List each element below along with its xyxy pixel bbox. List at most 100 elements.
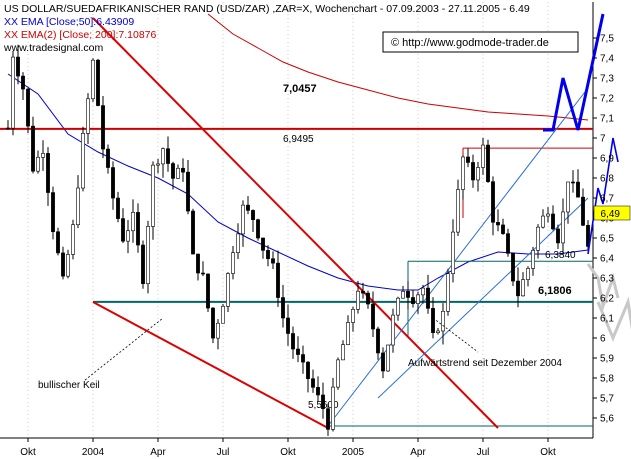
candle-body (521, 279, 525, 297)
level-label-6-9495: 6,9495 (283, 134, 314, 145)
candle-body (546, 213, 550, 217)
candle-body (181, 167, 185, 173)
annotation-wedge: bullischer Keil (38, 380, 100, 391)
candle-body (41, 153, 45, 158)
x-tick-label: Jul (217, 447, 230, 458)
candle-body (481, 144, 485, 168)
candle-body (156, 163, 160, 166)
y-tick-label: 6,3 (600, 274, 614, 285)
candle-body (571, 181, 575, 184)
candle-body (256, 219, 260, 239)
y-tick-label: 6,7 (600, 194, 614, 205)
last-price-box (593, 205, 631, 221)
candle-body (51, 192, 55, 233)
candle-body (166, 148, 170, 164)
x-tick-label: Okt (540, 447, 556, 458)
candle-body (281, 297, 285, 319)
candle-body (456, 189, 460, 233)
x-tick-label: Okt (280, 447, 296, 458)
legend-ema200: XX EMA(2) [Close; 200]:7.10876 (4, 29, 156, 41)
y-tick-label: 7,1 (600, 114, 614, 125)
y-tick-label: 5,8 (600, 374, 614, 385)
wedge-lower-line (92, 301, 329, 429)
candle-body (186, 171, 190, 212)
candle-body (196, 253, 200, 274)
y-tick-label: 6 (600, 334, 606, 345)
candle-body (471, 162, 475, 181)
candle-body (346, 322, 350, 345)
candle-body (421, 287, 425, 296)
candle-body (556, 228, 560, 244)
last-price-label: 6,49 (601, 209, 621, 220)
candle-body (566, 181, 570, 213)
candle-body (326, 408, 330, 430)
candle-body (431, 308, 435, 333)
level-label-6-1806: 6,1806 (538, 285, 572, 297)
candle-body (81, 133, 85, 189)
candle-body (331, 386, 335, 430)
candle-body (66, 254, 70, 277)
annotation-uptrend: Aufwärtstrend seit Dezember 2004 (408, 358, 562, 369)
candle-body (586, 224, 590, 247)
candle-body (126, 230, 130, 242)
candle-body (361, 290, 365, 294)
y-tick-label: 6,4 (600, 254, 614, 265)
candle-body (46, 153, 50, 193)
candle-body (311, 378, 315, 388)
x-tick-label: 2005 (342, 447, 365, 458)
candle-body (251, 210, 255, 220)
candle-body (11, 56, 15, 129)
candle-body (151, 164, 155, 227)
candle-body (16, 56, 20, 77)
y-tick-label: 5,9 (600, 354, 614, 365)
candle-body (386, 344, 390, 372)
candle-body (76, 187, 80, 226)
candle-body (96, 59, 100, 106)
candle-body (6, 127, 10, 130)
y-tick-label: 5,7 (600, 394, 614, 405)
candle-body (26, 88, 30, 127)
candle-body (31, 125, 35, 172)
candle-body (446, 273, 450, 312)
projection-bear-minor (586, 263, 620, 312)
y-tick-label: 6,2 (600, 294, 614, 305)
y-tick-label: 7,2 (600, 94, 614, 105)
legend-ema50: XX EMA [Close;50]:6.43909 (4, 16, 134, 28)
x-tick-label: Okt (20, 447, 36, 458)
candle-body (241, 204, 245, 235)
candle-body (56, 231, 60, 254)
watermark-box (382, 31, 579, 53)
candle-body (466, 156, 470, 163)
candle-body (426, 287, 430, 309)
candle-body (236, 233, 240, 253)
candle-body (101, 105, 105, 150)
uptrend-channel-upper (327, 87, 589, 427)
candle-body (436, 330, 440, 333)
y-tick-label: 7 (600, 134, 606, 145)
x-tick-label: 2004 (82, 447, 105, 458)
candle-body (161, 148, 165, 165)
y-tick-label: 5,6 (600, 414, 614, 425)
uptrend-channel-lower (377, 197, 589, 399)
candle-body (111, 167, 115, 199)
candle-body (176, 167, 180, 179)
candle-body (336, 359, 340, 388)
annotation-uptrend-leader (432, 317, 479, 353)
candle-body (226, 273, 230, 307)
candle-body (261, 237, 265, 251)
candle-body (506, 233, 510, 254)
y-tick-label: 6,1 (600, 314, 614, 325)
x-tick-label: Apr (410, 447, 426, 458)
candle-body (71, 224, 75, 255)
candle-body (36, 156, 40, 172)
projection-bull-major (543, 13, 605, 132)
projection-bear-major (596, 296, 631, 342)
candle-body (516, 280, 520, 297)
candle-body (316, 387, 320, 396)
candle-body (276, 262, 280, 298)
candle-body (131, 212, 135, 232)
candle-body (91, 59, 95, 100)
y-tick-label: 6,9 (600, 154, 614, 165)
candle-body (106, 148, 110, 168)
